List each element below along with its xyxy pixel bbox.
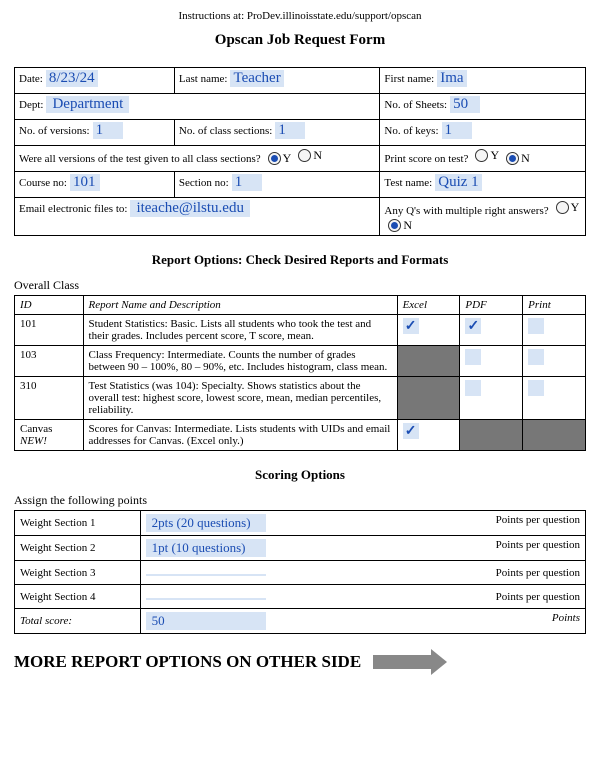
chk-print[interactable]	[528, 349, 544, 365]
chk-pdf[interactable]: ✓	[465, 318, 481, 334]
sheets-value[interactable]: 50	[450, 96, 480, 113]
col-excel: Excel	[397, 296, 460, 315]
row-desc: Test Statistics (was 104): Specialty. Sh…	[83, 377, 397, 420]
row-desc: Class Frequency: Intermediate. Counts th…	[83, 346, 397, 377]
table-row: 103 Class Frequency: Intermediate. Count…	[15, 346, 586, 377]
page-title: Opscan Job Request Form	[14, 32, 586, 49]
sectionno-value[interactable]: 1	[232, 174, 262, 191]
dept-value[interactable]: Department	[46, 96, 129, 113]
request-form-table: Date: 8/23/24 Last name: Teacher First n…	[14, 67, 586, 236]
versions-label: No. of versions:	[19, 125, 90, 137]
keys-label: No. of keys:	[384, 125, 438, 137]
lastname-label: Last name:	[179, 73, 228, 85]
lastname-value[interactable]: Teacher	[230, 70, 283, 87]
scoring-heading: Scoring Options	[14, 467, 586, 483]
total-value[interactable]: 50	[146, 612, 266, 630]
testname-label: Test name:	[384, 177, 432, 189]
radio-n-label: N	[521, 151, 530, 166]
overall-class-label: Overall Class	[14, 278, 586, 293]
reports-table: ID Report Name and Description Excel PDF…	[14, 295, 586, 451]
sections-label: No. of class sections:	[179, 125, 272, 137]
chk-print[interactable]	[528, 318, 544, 334]
chk-print-disabled	[523, 420, 586, 451]
sheets-label: No. of Sheets:	[384, 99, 447, 111]
radio-y-label: Y	[490, 148, 499, 163]
points-label: Points	[552, 612, 580, 624]
weight3-value[interactable]	[146, 574, 266, 576]
weight2-label: Weight Section 2	[15, 536, 141, 561]
dept-label: Dept:	[19, 99, 43, 111]
allsections-yes[interactable]: Y	[268, 151, 292, 166]
chk-excel[interactable]: ✓	[403, 423, 419, 439]
ppq-label: Points per question	[496, 514, 580, 526]
printscore-no[interactable]: N	[506, 151, 530, 166]
weight1-value[interactable]: 2pts (20 questions)	[146, 514, 266, 532]
multianswers-yes[interactable]: Y	[556, 200, 580, 215]
keys-value[interactable]: 1	[442, 122, 472, 139]
col-print: Print	[523, 296, 586, 315]
weight4-value[interactable]	[146, 598, 266, 600]
chk-print[interactable]	[528, 380, 544, 396]
col-name: Report Name and Description	[83, 296, 397, 315]
row-id: Canvas NEW!	[15, 420, 84, 451]
email-label: Email electronic files to:	[19, 203, 127, 215]
total-label: Total score:	[15, 609, 141, 634]
versions-value[interactable]: 1	[93, 122, 123, 139]
chk-excel-disabled	[397, 377, 460, 420]
chk-excel[interactable]: ✓	[403, 318, 419, 334]
chk-excel-disabled	[397, 346, 460, 377]
chk-pdf[interactable]	[465, 349, 481, 365]
chk-pdf-disabled	[460, 420, 523, 451]
weight1-label: Weight Section 1	[15, 511, 141, 536]
radio-n-label: N	[313, 148, 322, 163]
chk-pdf[interactable]	[465, 380, 481, 396]
date-value[interactable]: 8/23/24	[46, 70, 98, 87]
weight3-label: Weight Section 3	[15, 561, 141, 585]
scoring-table: Weight Section 1 2pts (20 questions) Poi…	[14, 510, 586, 634]
firstname-value[interactable]: Ima	[437, 70, 467, 87]
row-id: 103	[15, 346, 84, 377]
ppq-label: Points per question	[496, 591, 580, 603]
weight2-value[interactable]: 1pt (10 questions)	[146, 539, 266, 557]
row-desc: Scores for Canvas: Intermediate. Lists s…	[83, 420, 397, 451]
ppq-label: Points per question	[496, 539, 580, 551]
multianswers-label: Any Q's with multiple right answers?	[384, 205, 548, 217]
sections-value[interactable]: 1	[275, 122, 305, 139]
ppq-label: Points per question	[496, 567, 580, 579]
row-id: 310	[15, 377, 84, 420]
firstname-label: First name:	[384, 73, 434, 85]
row-id: 101	[15, 315, 84, 346]
footer-note: MORE REPORT OPTIONS ON OTHER SIDE	[14, 652, 586, 672]
date-label: Date:	[19, 73, 43, 85]
sectionno-label: Section no:	[179, 177, 229, 189]
courseno-value[interactable]: 101	[70, 174, 100, 191]
reports-heading: Report Options: Check Desired Reports an…	[14, 252, 586, 268]
assign-label: Assign the following points	[14, 493, 586, 508]
multianswers-no[interactable]: N	[388, 218, 412, 233]
weight4-label: Weight Section 4	[15, 585, 141, 609]
printscore-yes[interactable]: Y	[475, 148, 499, 163]
radio-y-label: Y	[283, 151, 292, 166]
new-badge: NEW!	[20, 435, 47, 447]
col-pdf: PDF	[460, 296, 523, 315]
courseno-label: Course no:	[19, 177, 67, 189]
allsections-no[interactable]: N	[298, 148, 322, 163]
table-row: 310 Test Statistics (was 104): Specialty…	[15, 377, 586, 420]
table-row: 101 Student Statistics: Basic. Lists all…	[15, 315, 586, 346]
radio-n-label: N	[403, 218, 412, 233]
col-id: ID	[15, 296, 84, 315]
radio-y-label: Y	[571, 200, 580, 215]
email-value[interactable]: iteache@ilstu.edu	[130, 200, 250, 217]
instructions-link: Instructions at: ProDev.illinoisstate.ed…	[14, 10, 586, 22]
table-row: Canvas NEW! Scores for Canvas: Intermedi…	[15, 420, 586, 451]
arrow-icon	[373, 655, 433, 669]
testname-value[interactable]: Quiz 1	[435, 174, 481, 191]
printscore-label: Print score on test?	[384, 153, 468, 165]
row-desc: Student Statistics: Basic. Lists all stu…	[83, 315, 397, 346]
allsections-label: Were all versions of the test given to a…	[19, 153, 261, 165]
